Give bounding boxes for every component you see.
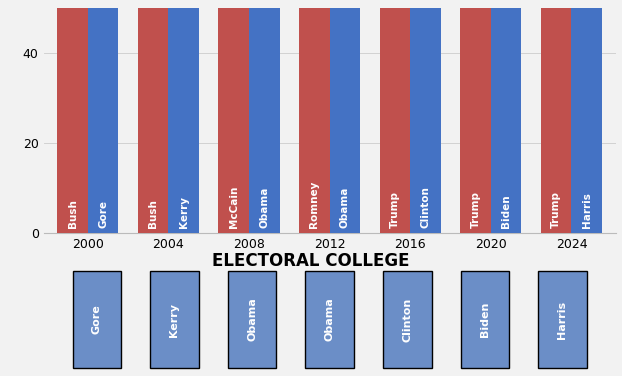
FancyBboxPatch shape <box>538 271 587 368</box>
Text: Gore: Gore <box>92 305 102 335</box>
Bar <box>88 8 119 233</box>
Text: Trump: Trump <box>470 191 481 228</box>
Bar <box>491 8 521 233</box>
FancyBboxPatch shape <box>228 271 276 368</box>
Text: Trump: Trump <box>390 191 400 228</box>
Text: Harris: Harris <box>582 192 592 228</box>
Text: Bush: Bush <box>148 199 158 228</box>
Text: Kerry: Kerry <box>169 303 179 337</box>
Text: Obama: Obama <box>340 186 350 228</box>
FancyBboxPatch shape <box>73 271 121 368</box>
FancyBboxPatch shape <box>383 271 432 368</box>
Text: Kerry: Kerry <box>179 196 189 228</box>
Text: Obama: Obama <box>247 298 257 341</box>
FancyBboxPatch shape <box>460 271 509 368</box>
Bar <box>330 8 360 233</box>
Bar <box>169 8 199 233</box>
Bar <box>379 8 411 233</box>
Text: Obama: Obama <box>259 186 269 228</box>
Text: Harris: Harris <box>557 300 567 339</box>
Text: Clinton: Clinton <box>420 186 430 228</box>
FancyBboxPatch shape <box>150 271 199 368</box>
Text: Gore: Gore <box>98 200 108 228</box>
Text: Obama: Obama <box>325 298 335 341</box>
Bar <box>249 8 280 233</box>
Text: Romney: Romney <box>309 180 319 228</box>
Text: Clinton: Clinton <box>402 297 412 342</box>
Bar <box>572 8 602 233</box>
Text: Trump: Trump <box>551 191 561 228</box>
FancyBboxPatch shape <box>305 271 354 368</box>
Text: Biden: Biden <box>501 194 511 228</box>
Bar <box>57 8 88 233</box>
Text: McCain: McCain <box>229 185 239 228</box>
Bar <box>218 8 249 233</box>
Bar <box>299 8 330 233</box>
Text: Biden: Biden <box>480 302 490 337</box>
Bar <box>541 8 572 233</box>
Bar <box>138 8 169 233</box>
Text: Bush: Bush <box>68 199 78 228</box>
Bar <box>411 8 441 233</box>
Bar <box>460 8 491 233</box>
Text: ELECTORAL COLLEGE: ELECTORAL COLLEGE <box>212 252 410 270</box>
